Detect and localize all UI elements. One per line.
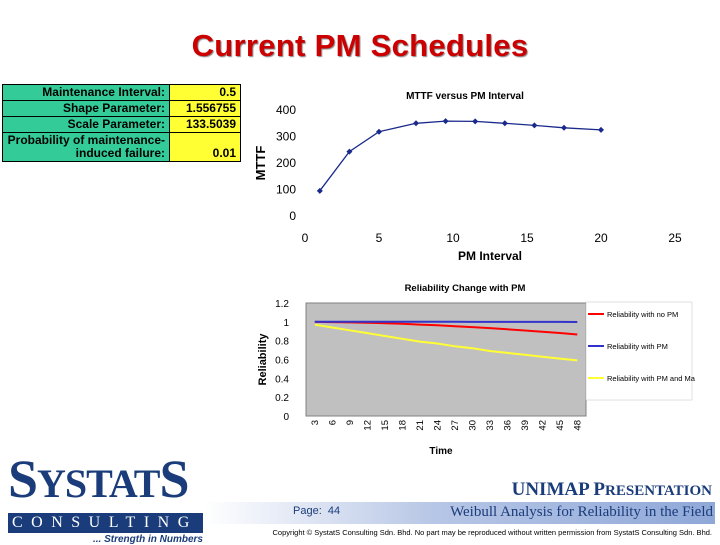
y-tick-label: 100 <box>276 183 296 197</box>
x-tick-label: 24 <box>432 420 443 431</box>
chart-title: MTTF versus PM Interval <box>406 91 524 102</box>
y-tick-label: 0 <box>289 209 296 223</box>
x-tick-label: 36 <box>502 420 513 431</box>
x-axis-label: PM Interval <box>458 249 522 263</box>
reliability-chart: Reliability Change with PM 0 0.2 0.4 0.6 0.8 1… <box>250 278 695 460</box>
legend-label: Reliability with PM <box>607 342 668 351</box>
param-value: 0.5 <box>170 85 241 101</box>
presentation-heading: UNIMAP PRESENTATION <box>512 479 712 501</box>
x-tick-label: 21 <box>415 420 426 431</box>
mttf-chart: MTTF versus PM Interval 0 100 200 300 400 0 5 10… <box>250 82 700 268</box>
x-tick-label: 39 <box>520 420 531 431</box>
data-point <box>413 120 419 126</box>
slide-title: Current PM Schedules <box>0 28 720 64</box>
y-tick-label: 0.8 <box>275 337 289 348</box>
legend-label: Reliability with PM and Maintenance indu… <box>607 374 695 383</box>
x-tick-label: 5 <box>376 231 383 245</box>
x-tick-label: 18 <box>397 420 408 431</box>
x-tick-label: 6 <box>327 420 338 425</box>
param-label: Shape Parameter: <box>3 101 170 117</box>
data-point <box>443 118 449 124</box>
param-row: Probability of maintenance-induced failu… <box>3 133 241 162</box>
x-tick-label: 45 <box>555 420 566 431</box>
x-tick-label: 15 <box>520 231 534 245</box>
data-point <box>561 125 567 131</box>
param-row: Scale Parameter: 133.5039 <box>3 117 241 133</box>
param-label: Maintenance Interval: <box>3 85 170 101</box>
x-tick-label: 20 <box>594 231 608 245</box>
x-tick-label: 30 <box>467 420 478 431</box>
x-tick-label: 9 <box>345 420 356 425</box>
param-value: 0.01 <box>170 133 241 162</box>
y-tick-label: 0 <box>283 412 289 423</box>
y-tick-label: 200 <box>276 156 296 170</box>
y-tick-label: 1.2 <box>275 299 289 310</box>
data-point <box>531 122 537 128</box>
param-value: 1.556755 <box>170 101 241 117</box>
mttf-series-line <box>320 121 601 191</box>
y-tick-label: 300 <box>276 130 296 144</box>
y-axis-label: Reliability <box>257 333 269 386</box>
x-tick-label: 25 <box>668 231 682 245</box>
x-tick-label: 27 <box>450 420 461 431</box>
x-tick-label: 33 <box>485 420 496 431</box>
y-tick-label: 1 <box>283 318 289 329</box>
legend-label: Reliability with no PM <box>607 310 678 319</box>
param-label: Scale Parameter: <box>3 117 170 133</box>
param-row: Shape Parameter: 1.556755 <box>3 101 241 117</box>
param-value: 133.5039 <box>170 117 241 133</box>
y-tick-label: 0.4 <box>275 374 289 385</box>
x-tick-label: 10 <box>446 231 460 245</box>
page-indicator: Page: 44 <box>293 505 340 517</box>
footer-bar: Page: 44 Weibull Analysis for Reliabilit… <box>205 502 715 524</box>
x-tick-label: 42 <box>537 420 548 431</box>
y-axis-label: MTTF <box>253 146 268 181</box>
x-tick-label: 15 <box>380 420 391 431</box>
parameter-table: Maintenance Interval: 0.5 Shape Paramete… <box>2 84 241 162</box>
data-point <box>598 127 604 133</box>
data-point <box>472 118 478 124</box>
x-tick-label: 48 <box>572 420 583 431</box>
param-label: Probability of maintenance-induced failu… <box>3 133 170 162</box>
y-tick-label: 400 <box>276 103 296 117</box>
x-tick-label: 0 <box>302 231 309 245</box>
param-row: Maintenance Interval: 0.5 <box>3 85 241 101</box>
plot-area <box>306 303 586 416</box>
x-tick-label: 3 <box>310 420 321 425</box>
chart-title: Reliability Change with PM <box>405 283 526 294</box>
copyright-notice: Copyright © SystatS Consulting Sdn. Bhd.… <box>0 528 720 537</box>
data-point <box>502 120 508 126</box>
y-tick-label: 0.2 <box>275 393 289 404</box>
footer-subtitle: Weibull Analysis for Reliability in the … <box>450 504 713 521</box>
x-tick-label: 12 <box>362 420 373 431</box>
y-tick-label: 0.6 <box>275 356 289 367</box>
x-axis-label: Time <box>429 446 453 457</box>
